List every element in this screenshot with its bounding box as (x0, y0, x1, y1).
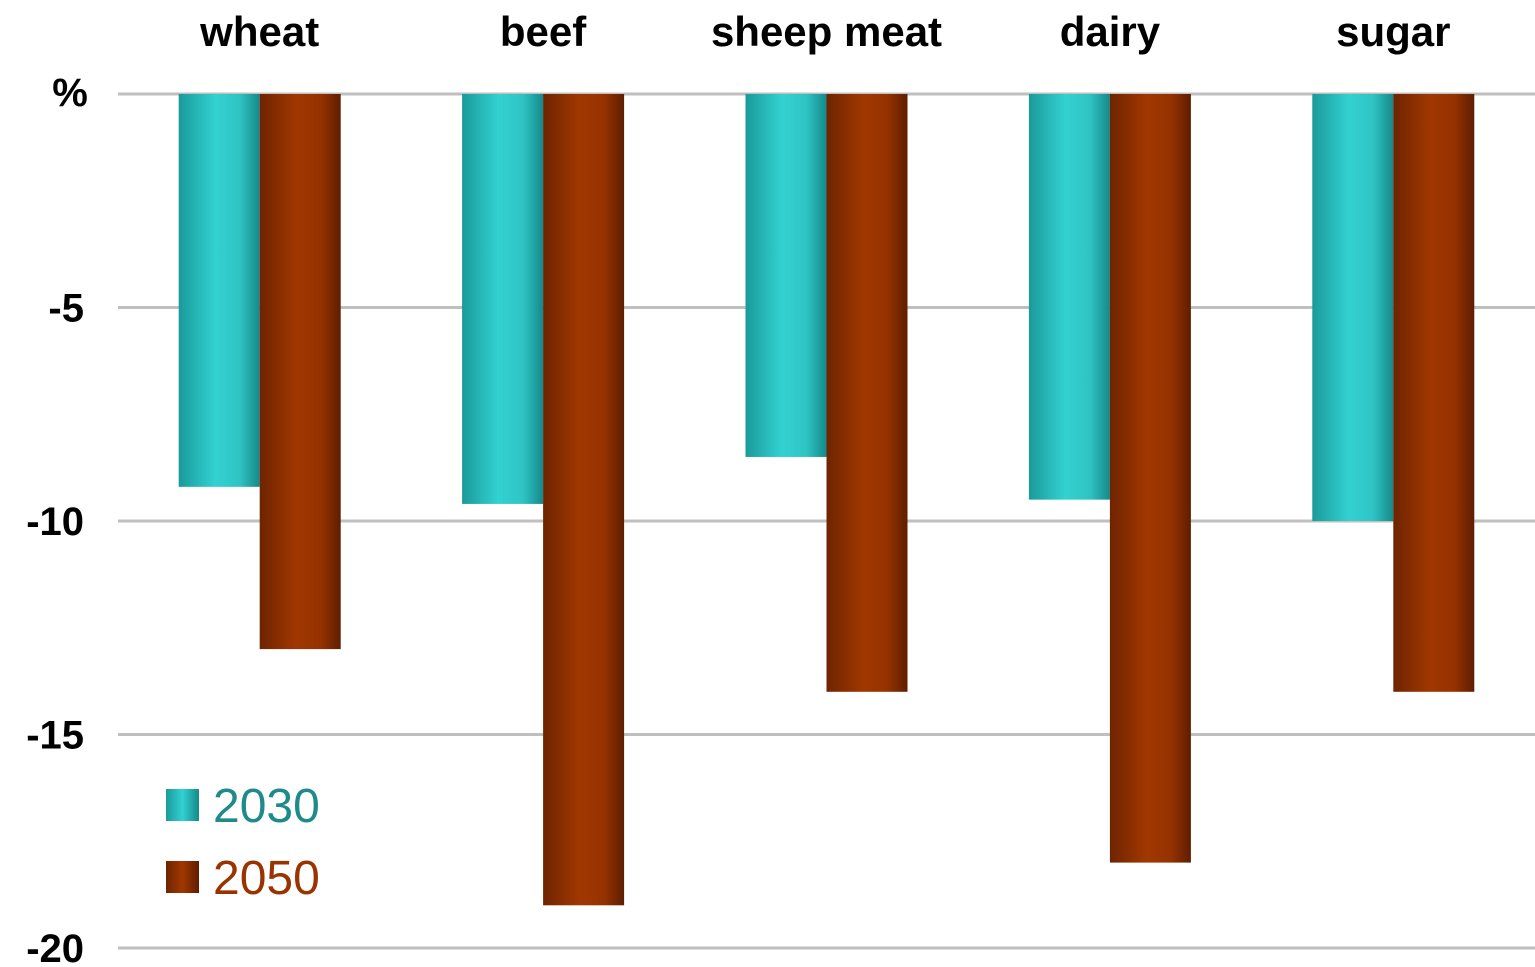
category-label: sheep meat (711, 8, 942, 55)
category-label: beef (500, 8, 587, 55)
bars (178, 94, 1475, 906)
category-label: dairy (1060, 8, 1161, 55)
bar-2030-wheat (178, 94, 260, 487)
legend-swatch-2030 (166, 789, 199, 821)
bar-2050-sugar (1393, 94, 1475, 692)
bar-2050-wheat (259, 94, 341, 650)
category-label: sugar (1336, 8, 1450, 55)
bar-2050-dairy (1109, 94, 1191, 863)
legend: 2030 2050 (166, 780, 320, 905)
y-axis-unit-label: % (52, 71, 88, 115)
y-tick-label: -20 (26, 927, 84, 967)
bar-2030-dairy (1028, 94, 1110, 500)
bar-2030-sheep-meat (745, 94, 827, 457)
bar-2050-beef (543, 94, 625, 906)
y-axis-ticks: -5 -10 -15 -20 (26, 287, 84, 967)
y-tick-label: -5 (48, 287, 84, 331)
y-tick-label: -10 (26, 500, 84, 544)
legend-label-2050: 2050 (213, 852, 320, 905)
bar-2030-beef (462, 94, 544, 504)
category-label: wheat (199, 8, 319, 55)
y-tick-label: -15 (26, 714, 84, 758)
bar-2030-sugar (1312, 94, 1394, 521)
category-labels: wheat beef sheep meat dairy sugar (199, 8, 1450, 55)
bar-2050-sheep-meat (826, 94, 908, 692)
legend-label-2030: 2030 (213, 780, 320, 833)
legend-swatch-2050 (166, 861, 199, 893)
